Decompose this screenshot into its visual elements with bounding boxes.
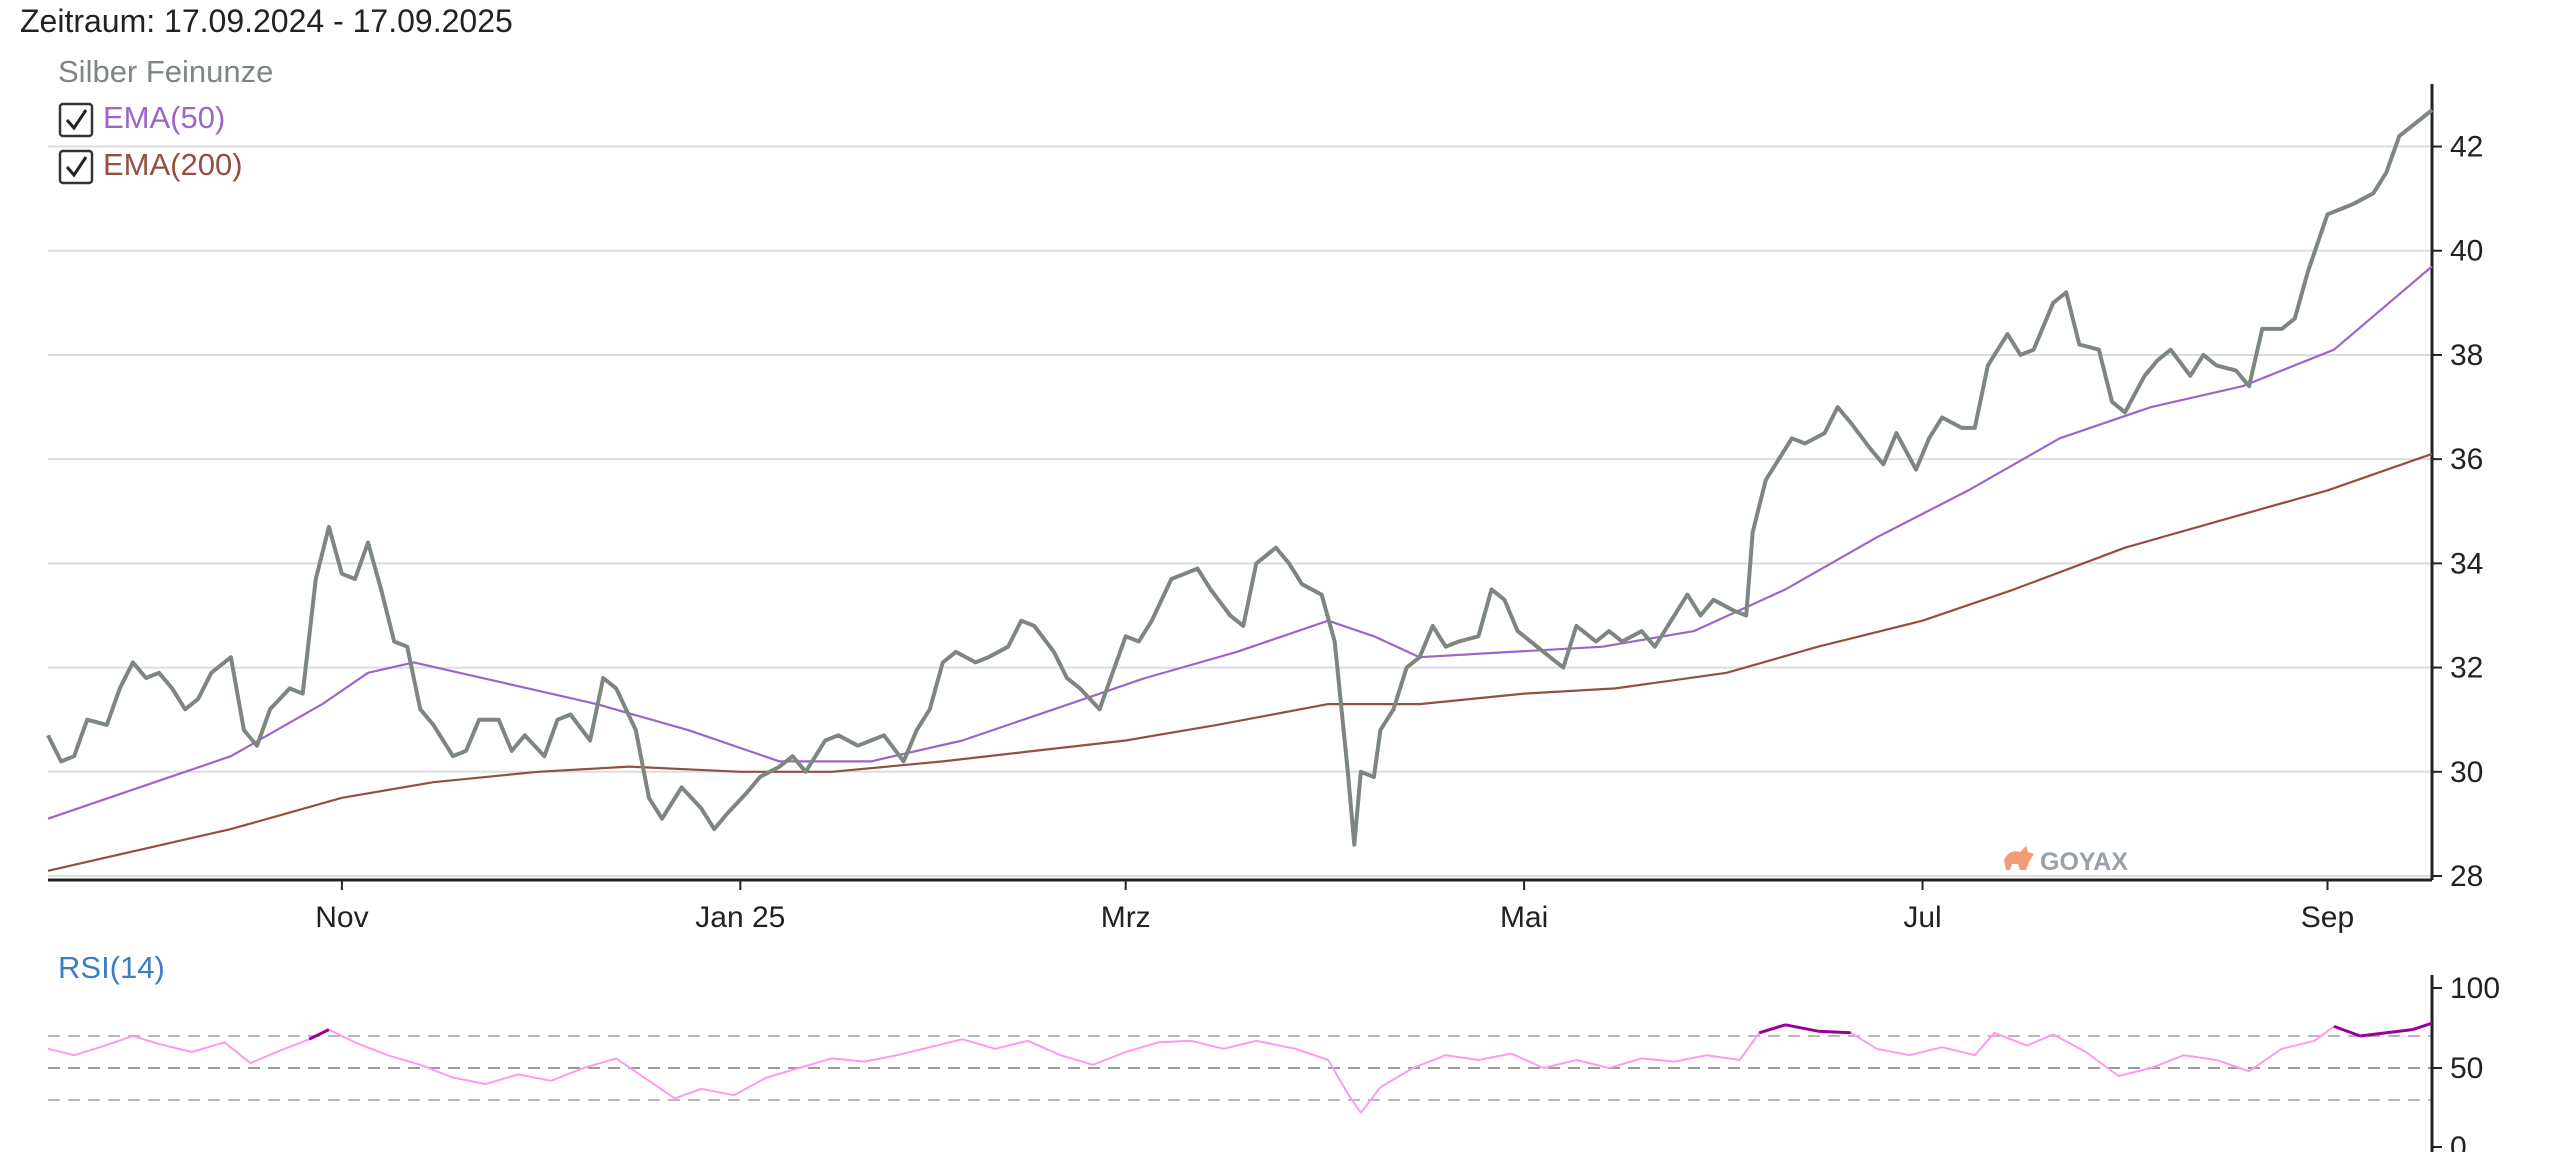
series-lines [46,108,2434,1114]
x-tick-label: Jan 25 [695,901,785,934]
tick-labels: 28 30 32 34 36 38 40 42 Nov Jan 25 Mrz Mai Jul Sep 0 50… [315,131,2500,1152]
bull-logo-icon [2004,846,2034,870]
watermark: GOYAX [2004,846,2128,876]
x-tick-label: Jul [1903,901,1941,934]
rsi-extreme-segment [2411,1021,2433,1032]
rsi-reference-lines [48,1035,2432,1101]
ema200-checkbox[interactable] [58,149,94,185]
rsi-title: RSI(14) [58,950,165,985]
watermark-text: GOYAX [2040,848,2128,876]
x-tick-label: Sep [2301,901,2354,934]
y-tick-label: 42 [2450,131,2483,164]
rsi-extreme-segment [1817,1029,1851,1035]
ema200-label: EMA(200) [103,147,243,182]
axes [48,84,2434,1152]
rsi-y-tick-label: 50 [2450,1052,2483,1085]
x-tick-label: Mrz [1101,901,1151,934]
ema50-label: EMA(50) [103,100,225,135]
rsi-extreme-segment [2333,1024,2361,1038]
y-tick-label: 30 [2450,756,2483,789]
price-line [46,108,2434,847]
y-tick-label: 36 [2450,443,2483,476]
rsi-extreme-segment [1785,1023,1819,1033]
checkmark-icon [65,156,88,178]
grid-lines [48,145,2432,877]
checkmark-icon [65,109,88,131]
y-tick-label: 28 [2450,860,2483,893]
x-tick-label: Nov [315,901,368,934]
y-tick-label: 32 [2450,652,2483,685]
x-tick-label: Mai [1500,901,1548,934]
rsi-y-tick-label: 100 [2450,972,2500,1005]
ema200-line [47,452,2433,872]
rsi-extreme-segment [2386,1028,2413,1035]
y-tick-label: 40 [2450,235,2483,268]
y-tick-label: 38 [2450,339,2483,372]
y-tick-label: 34 [2450,547,2483,580]
period-label: Zeitraum: 17.09.2024 - 17.09.2025 [20,3,513,39]
rsi-extreme-segment [1758,1023,1786,1035]
rsi-line [47,1022,2433,1114]
rsi-y-tick-label: 0 [2450,1131,2467,1152]
legend-item-ema50[interactable]: EMA(50) [58,100,225,138]
ema50-checkbox[interactable] [58,102,94,138]
ema50-line [47,265,2433,820]
legend-title: Silber Feinunze [58,54,273,89]
rsi-extreme-segment [308,1028,330,1041]
legend-item-ema200[interactable]: EMA(200) [58,147,243,185]
rsi-extreme-segment [2359,1031,2387,1038]
